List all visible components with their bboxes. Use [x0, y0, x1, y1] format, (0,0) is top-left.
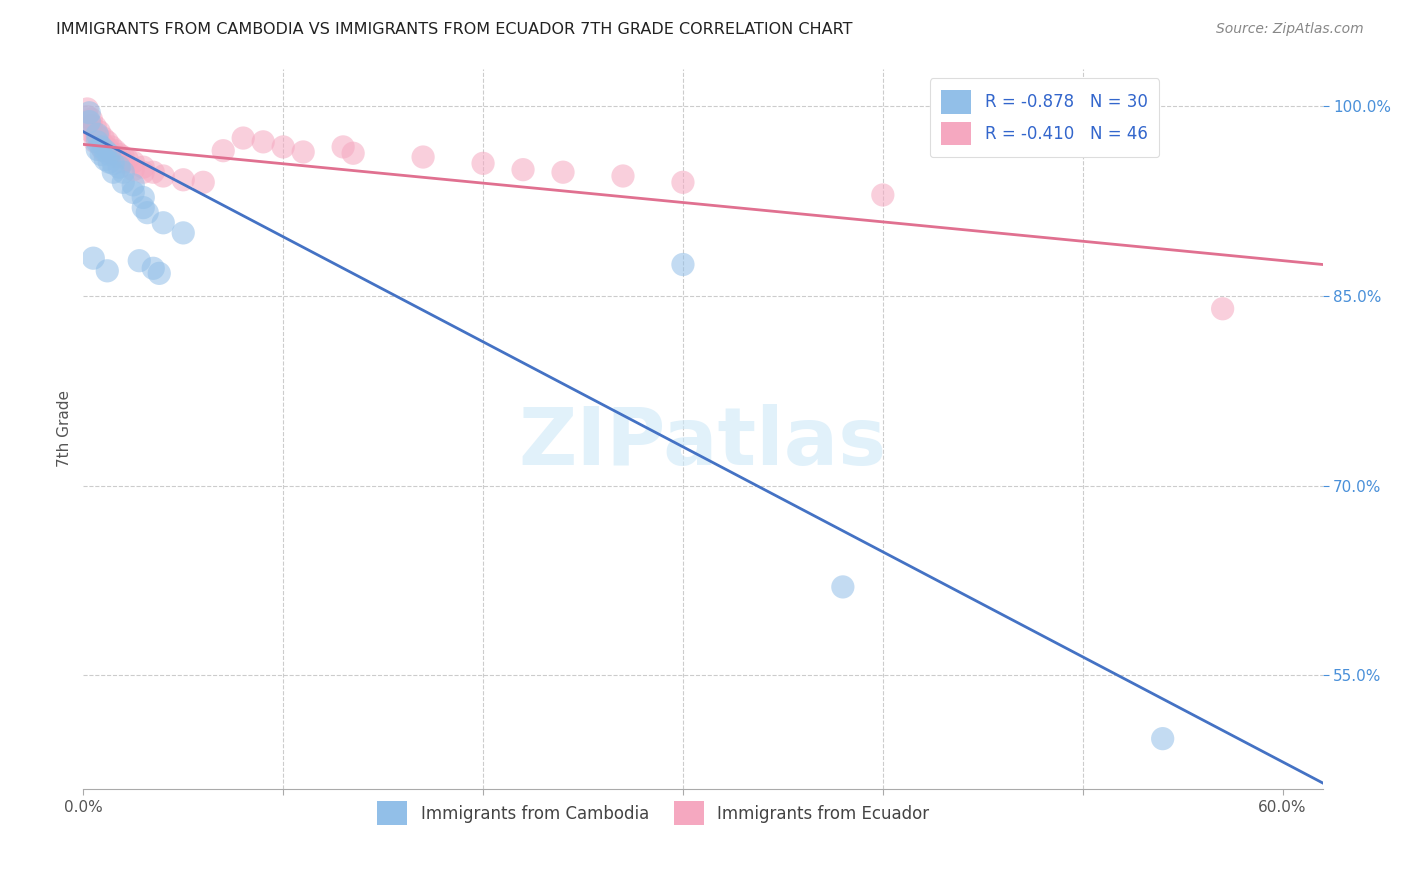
Point: [84, 135, 107, 149]
Point: [412, 150, 434, 164]
Point: [96, 141, 118, 155]
Point: [94, 144, 117, 158]
Point: [112, 165, 135, 179]
Point: [136, 205, 159, 219]
Text: Source: ZipAtlas.com: Source: ZipAtlas.com: [1216, 22, 1364, 37]
Point: [122, 186, 145, 200]
Point: [100, 146, 122, 161]
Point: [103, 165, 125, 179]
Point: [172, 226, 194, 240]
Point: [142, 165, 165, 179]
Point: [152, 169, 174, 183]
Point: [332, 140, 354, 154]
Point: [831, 580, 853, 594]
Point: [122, 162, 145, 177]
Point: [872, 188, 894, 202]
Point: [672, 258, 695, 272]
Point: [117, 153, 139, 167]
Point: [112, 150, 135, 164]
Point: [512, 162, 534, 177]
Text: ZIPatlas: ZIPatlas: [519, 404, 887, 483]
Point: [128, 253, 150, 268]
Point: [672, 175, 695, 189]
Point: [86, 135, 108, 149]
Point: [96, 264, 118, 278]
Point: [172, 173, 194, 187]
Point: [112, 155, 135, 169]
Point: [80, 125, 103, 139]
Point: [472, 156, 495, 170]
Point: [612, 169, 634, 183]
Point: [112, 175, 135, 189]
Point: [82, 251, 104, 265]
Point: [86, 128, 108, 142]
Text: IMMIGRANTS FROM CAMBODIA VS IMMIGRANTS FROM ECUADOR 7TH GRADE CORRELATION CHART: IMMIGRANTS FROM CAMBODIA VS IMMIGRANTS F…: [56, 22, 853, 37]
Point: [76, 110, 98, 124]
Point: [132, 190, 155, 204]
Legend: Immigrants from Cambodia, Immigrants from Ecuador: Immigrants from Cambodia, Immigrants fro…: [367, 791, 939, 835]
Point: [108, 147, 131, 161]
Point: [98, 147, 121, 161]
Point: [80, 119, 103, 133]
Point: [94, 153, 117, 167]
Point: [91, 137, 114, 152]
Point: [1212, 301, 1234, 316]
Point: [342, 146, 364, 161]
Point: [98, 155, 121, 169]
Point: [103, 156, 125, 170]
Point: [148, 266, 170, 280]
Point: [292, 145, 315, 159]
Point: [108, 160, 131, 174]
Point: [89, 125, 111, 139]
Point: [212, 144, 235, 158]
Point: [1152, 731, 1174, 746]
Point: [271, 140, 294, 154]
Point: [104, 150, 127, 164]
Point: [79, 105, 101, 120]
Point: [76, 102, 98, 116]
Point: [193, 175, 215, 189]
Point: [90, 140, 112, 154]
Point: [96, 135, 118, 149]
Point: [100, 140, 122, 154]
Y-axis label: 7th Grade: 7th Grade: [58, 391, 72, 467]
Point: [232, 131, 254, 145]
Point: [80, 112, 103, 127]
Point: [551, 165, 574, 179]
Point: [90, 147, 112, 161]
Point: [122, 155, 145, 169]
Point: [132, 160, 155, 174]
Point: [86, 143, 108, 157]
Point: [91, 131, 114, 145]
Point: [89, 131, 111, 145]
Point: [104, 144, 127, 158]
Point: [142, 261, 165, 276]
Point: [122, 178, 145, 192]
Point: [91, 144, 114, 158]
Point: [84, 120, 107, 134]
Point: [252, 135, 274, 149]
Point: [132, 165, 155, 179]
Point: [79, 114, 101, 128]
Point: [132, 201, 155, 215]
Point: [84, 128, 107, 142]
Point: [152, 216, 174, 230]
